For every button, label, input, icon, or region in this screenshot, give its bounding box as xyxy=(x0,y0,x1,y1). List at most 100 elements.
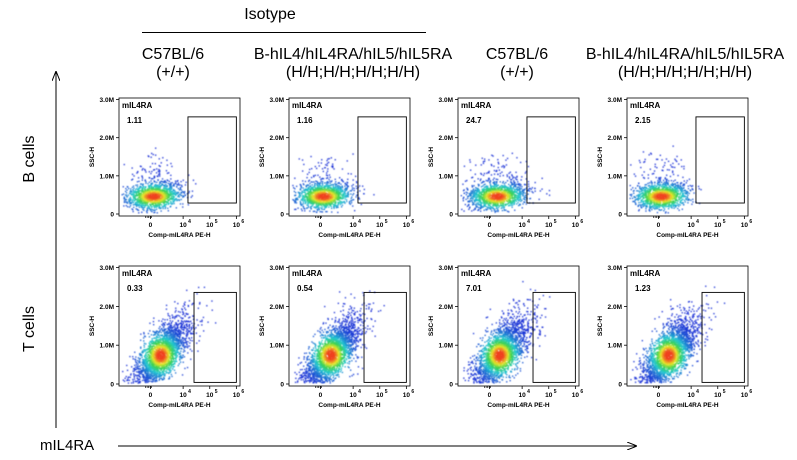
x-tick-label: 10 xyxy=(180,392,188,399)
x-tick-label: 10 xyxy=(350,222,358,229)
y-tick-label: 1.0M xyxy=(100,343,114,350)
x-tick-label: 10 xyxy=(688,222,696,229)
x-tick-exponent: 4 xyxy=(358,389,361,395)
gate-name-label: mIL4RA xyxy=(292,269,322,278)
y-tick-label: 0 xyxy=(449,382,453,389)
x-tick-exponent: 5 xyxy=(554,389,557,395)
x-tick-label: 10 xyxy=(688,392,696,399)
gate-percent: 1.11 xyxy=(127,116,143,125)
y-axis-label: SSC-H xyxy=(259,316,266,337)
column-header-4-line1: B-hIL4/hIL4RA/hIL5/hIL5RA xyxy=(585,46,785,63)
x-tick-label: 10 xyxy=(545,222,553,229)
column-header-2: B-hIL4/hIL4RA/hIL5/hIL5RA (H/H;H/H;H/H;H… xyxy=(243,46,463,82)
gate-percent: 24.7 xyxy=(466,116,482,125)
gate-percent: 7.01 xyxy=(466,284,482,293)
mIL4RA-gate xyxy=(363,291,407,383)
gate-percent: 2.15 xyxy=(635,116,651,125)
gate-name-label: mIL4RA xyxy=(292,101,322,110)
y-tick-label: 0 xyxy=(280,212,284,219)
x-tick-exponent: 5 xyxy=(215,389,218,395)
y-tick-label: 3.0M xyxy=(270,97,284,104)
y-tick-label: 2.0M xyxy=(608,304,622,311)
y-tick-label: 0 xyxy=(449,212,453,219)
y-axis-label: SSC-H xyxy=(89,316,96,337)
y-tick-label: 3.0M xyxy=(439,97,453,104)
mIL4RA-gate xyxy=(701,291,745,383)
y-tick-label: 0 xyxy=(618,382,622,389)
density-points xyxy=(294,290,385,384)
x-tick-label: 10 xyxy=(206,222,214,229)
y-tick-label: 3.0M xyxy=(608,265,622,272)
mIL4RA-gate xyxy=(187,116,237,204)
x-tick-label: 10 xyxy=(180,222,188,229)
x-tick-exponent: 4 xyxy=(527,389,530,395)
column-header-2-line2: (H/H;H/H;H/H;H/H) xyxy=(285,64,421,81)
column-header-2-line1: B-hIL4/hIL4RA/hIL5/hIL5RA xyxy=(253,46,453,63)
x-tick-label: 0 xyxy=(149,392,153,399)
column-header-1-line2: (+/+) xyxy=(156,64,190,81)
x-tick-label: 0 xyxy=(488,392,492,399)
x-tick-label: 10 xyxy=(403,392,411,399)
density-points xyxy=(629,145,702,214)
panel-frame xyxy=(457,265,580,387)
x-tick-label: 10 xyxy=(545,392,553,399)
y-tick-label: 1.0M xyxy=(608,173,622,180)
x-tick-exponent: 5 xyxy=(723,219,726,225)
gate-name-label: mIL4RA xyxy=(630,101,660,110)
mIL4RA-gate xyxy=(526,116,576,204)
y-tick-label: 1.0M xyxy=(439,173,453,180)
mIL4RA-gate xyxy=(357,116,407,204)
x-axis-label: Comp-mIL4RA PE-H xyxy=(318,402,381,409)
x-tick-label: 0 xyxy=(657,222,661,229)
x-tick-exponent: 5 xyxy=(385,389,388,395)
y-axis-label: SSC-H xyxy=(428,316,435,337)
y-tick-label: 2.0M xyxy=(439,135,453,142)
x-tick-label: 10 xyxy=(350,392,358,399)
y-tick-label: 0 xyxy=(280,382,284,389)
y-tick-label: 3.0M xyxy=(100,265,114,272)
x-tick-exponent: 6 xyxy=(749,219,752,225)
x-axis-label: Comp-mIL4RA PE-H xyxy=(487,232,550,239)
y-tick-label: 2.0M xyxy=(100,304,114,311)
x-axis-label: Comp-mIL4RA PE-H xyxy=(656,402,719,409)
x-tick-exponent: 4 xyxy=(188,219,191,225)
x-tick-exponent: 6 xyxy=(411,219,414,225)
y-axis-label: SSC-H xyxy=(597,147,604,168)
x-tick-exponent: 5 xyxy=(554,219,557,225)
gate-name-label: mIL4RA xyxy=(461,269,491,278)
x-tick-label: 0 xyxy=(657,392,661,399)
x-tick-label: 10 xyxy=(519,392,527,399)
density-points xyxy=(122,286,217,384)
gate-name-label: mIL4RA xyxy=(122,101,152,110)
x-tick-label: 10 xyxy=(376,392,384,399)
x-tick-label: 0 xyxy=(319,392,323,399)
x-tick-label: 10 xyxy=(206,392,214,399)
mIL4RA-gate xyxy=(695,116,745,204)
x-tick-exponent: 4 xyxy=(696,389,699,395)
density-points xyxy=(630,285,726,384)
gate-name-label: mIL4RA xyxy=(630,269,660,278)
density-points xyxy=(460,152,551,213)
gate-percent: 1.23 xyxy=(635,284,651,293)
x-tick-label: 10 xyxy=(572,222,580,229)
x-tick-label: 10 xyxy=(233,392,241,399)
density-points xyxy=(292,153,375,214)
density-points xyxy=(463,281,551,384)
y-tick-label: 2.0M xyxy=(270,304,284,311)
gate-percent: 0.54 xyxy=(297,284,313,293)
y-tick-label: 3.0M xyxy=(439,265,453,272)
x-axis-label: Comp-mIL4RA PE-H xyxy=(318,232,381,239)
y-tick-label: 2.0M xyxy=(100,135,114,142)
x-tick-exponent: 5 xyxy=(215,219,218,225)
x-tick-label: 10 xyxy=(403,222,411,229)
gate-percent: 1.16 xyxy=(297,116,313,125)
y-tick-label: 0 xyxy=(110,382,114,389)
x-tick-exponent: 5 xyxy=(385,219,388,225)
y-tick-label: 3.0M xyxy=(608,97,622,104)
x-tick-label: 0 xyxy=(149,222,153,229)
x-tick-label: 10 xyxy=(714,222,722,229)
